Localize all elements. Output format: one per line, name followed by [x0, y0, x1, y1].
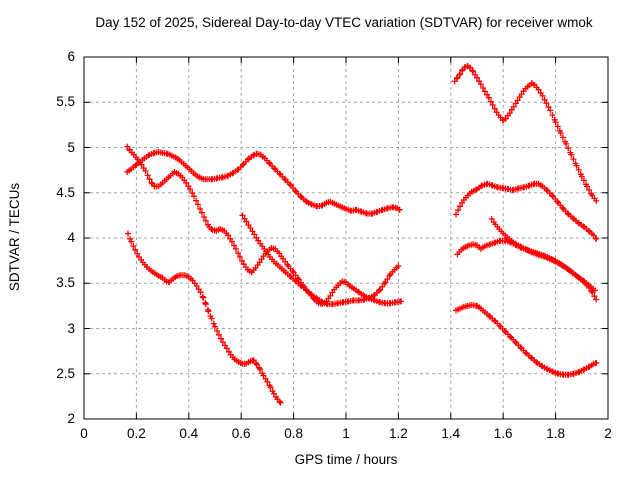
y-tick-label: 6 — [67, 49, 75, 64]
x-tick-label: 1.2 — [389, 426, 408, 441]
x-tick-label: 0 — [80, 426, 88, 441]
x-tick-label: 1.6 — [493, 426, 513, 441]
plot-frame — [83, 56, 609, 420]
series-trace-right-third-a-markers — [454, 237, 598, 294]
series-trace-right-second-markers — [453, 180, 600, 242]
y-tick-label: 4 — [67, 230, 75, 245]
y-tick-label: 2.5 — [56, 365, 75, 381]
y-tick-label: 2 — [67, 411, 75, 426]
series-trace-right-top-markers — [451, 63, 600, 204]
x-tick-label: 1.8 — [546, 426, 565, 441]
series-trace-right-bottom-markers — [453, 302, 600, 378]
x-tick-label: 0.6 — [231, 426, 251, 441]
x-tick-label: 0.8 — [284, 426, 303, 441]
y-tick-label: 5 — [67, 139, 75, 155]
x-tick-label: 2 — [604, 426, 612, 441]
series-trace-lower-left-markers — [125, 230, 284, 406]
series-trace-mid-riser-markers — [239, 212, 402, 308]
y-tick-label: 4.5 — [56, 184, 75, 200]
y-tick-label: 5.5 — [56, 94, 75, 110]
y-tick-label: 3 — [67, 320, 75, 336]
series-trace-upper-left-markers — [124, 149, 403, 217]
x-tick-label: 1 — [342, 426, 350, 441]
y-tick-label: 3.5 — [56, 275, 75, 291]
x-tick-label: 1.4 — [441, 426, 461, 441]
series-trace-right-third-b-markers — [488, 216, 600, 303]
x-tick-label: 0.2 — [127, 426, 146, 441]
chart-title: Day 152 of 2025, Sidereal Day-to-day VTE… — [95, 15, 593, 30]
x-tick-label: 0.4 — [179, 426, 199, 441]
x-axis-label: GPS time / hours — [294, 452, 398, 467]
